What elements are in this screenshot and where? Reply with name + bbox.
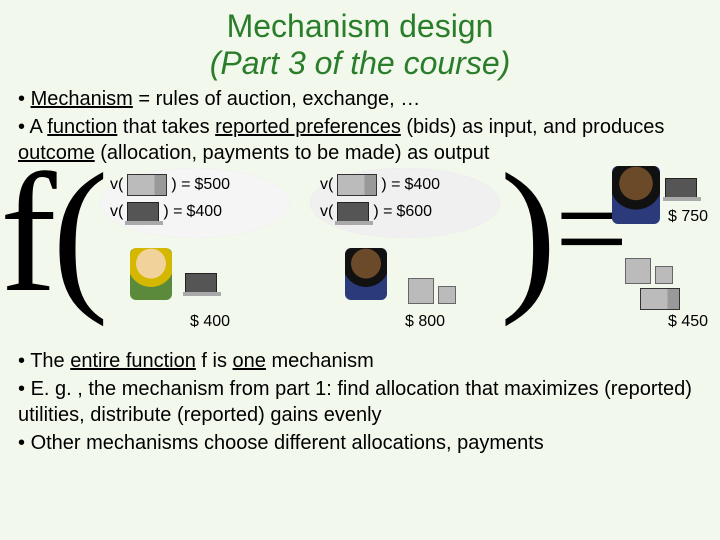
v-label: v(: [320, 176, 333, 194]
bottom-bullet-1: The entire function f is one mechanism: [18, 348, 702, 374]
right-price: $ 800: [405, 313, 445, 331]
symbol-f: f: [0, 136, 57, 331]
v-close: ) =: [373, 203, 392, 221]
v-close: ) =: [163, 203, 182, 221]
microwave-icon: [337, 174, 377, 196]
bullet-1-underlined: Mechanism: [31, 88, 133, 110]
bidder2-avatar: [345, 248, 387, 300]
microwave-icon: [127, 174, 167, 196]
symbol-lparen: (: [52, 136, 109, 331]
v-close: ) =: [171, 176, 190, 194]
cube-icon: [408, 278, 434, 304]
bottom-bullet-3: Other mechanisms choose different alloca…: [18, 430, 702, 456]
bottom-bullet-2: E. g. , the mechanism from part 1: find …: [18, 376, 702, 428]
bottom-bullet-list: The entire function f is one mechanism E…: [0, 348, 720, 456]
right-bid-1-value: $400: [404, 176, 440, 194]
right-bid-2-value: $600: [396, 203, 432, 221]
left-bid-1-value: $500: [194, 176, 230, 194]
cube-small-icon: [655, 266, 673, 284]
left-bid-row-2: v( ) = $400: [110, 202, 222, 222]
outcome-price-1: $ 750: [668, 208, 708, 226]
v-label: v(: [320, 203, 333, 221]
laptop-icon: [337, 202, 369, 222]
laptop-icon: [185, 273, 217, 293]
laptop-icon: [127, 202, 159, 222]
bullet-1: Mechanism = rules of auction, exchange, …: [18, 86, 702, 112]
left-price: $ 400: [190, 313, 230, 331]
bullet-1-rest: = rules of auction, exchange, …: [133, 88, 420, 110]
bidder1-avatar: [130, 248, 172, 300]
mechanism-diagram: f ( v( ) = $500 v( ) = $400 $ 400 v( ) =…: [0, 168, 720, 348]
slide-title-line1: Mechanism design: [0, 0, 720, 45]
slide-title-line2: (Part 3 of the course): [0, 45, 720, 82]
cube-small-icon: [438, 286, 456, 304]
cube-icon: [625, 258, 651, 284]
v-close: ) =: [381, 176, 400, 194]
v-label: v(: [110, 176, 123, 194]
left-bid-row-1: v( ) = $500: [110, 174, 230, 196]
microwave-icon: [640, 288, 680, 310]
symbol-rparen: ): [500, 136, 557, 331]
left-bid-2-value: $400: [186, 203, 222, 221]
laptop-icon: [665, 178, 697, 198]
outcome-price-2: $ 450: [668, 313, 708, 331]
v-label: v(: [110, 203, 123, 221]
outcome-bidder2-avatar: [612, 166, 660, 224]
right-bid-row-2: v( ) = $600: [320, 202, 432, 222]
right-bid-row-1: v( ) = $400: [320, 174, 440, 196]
